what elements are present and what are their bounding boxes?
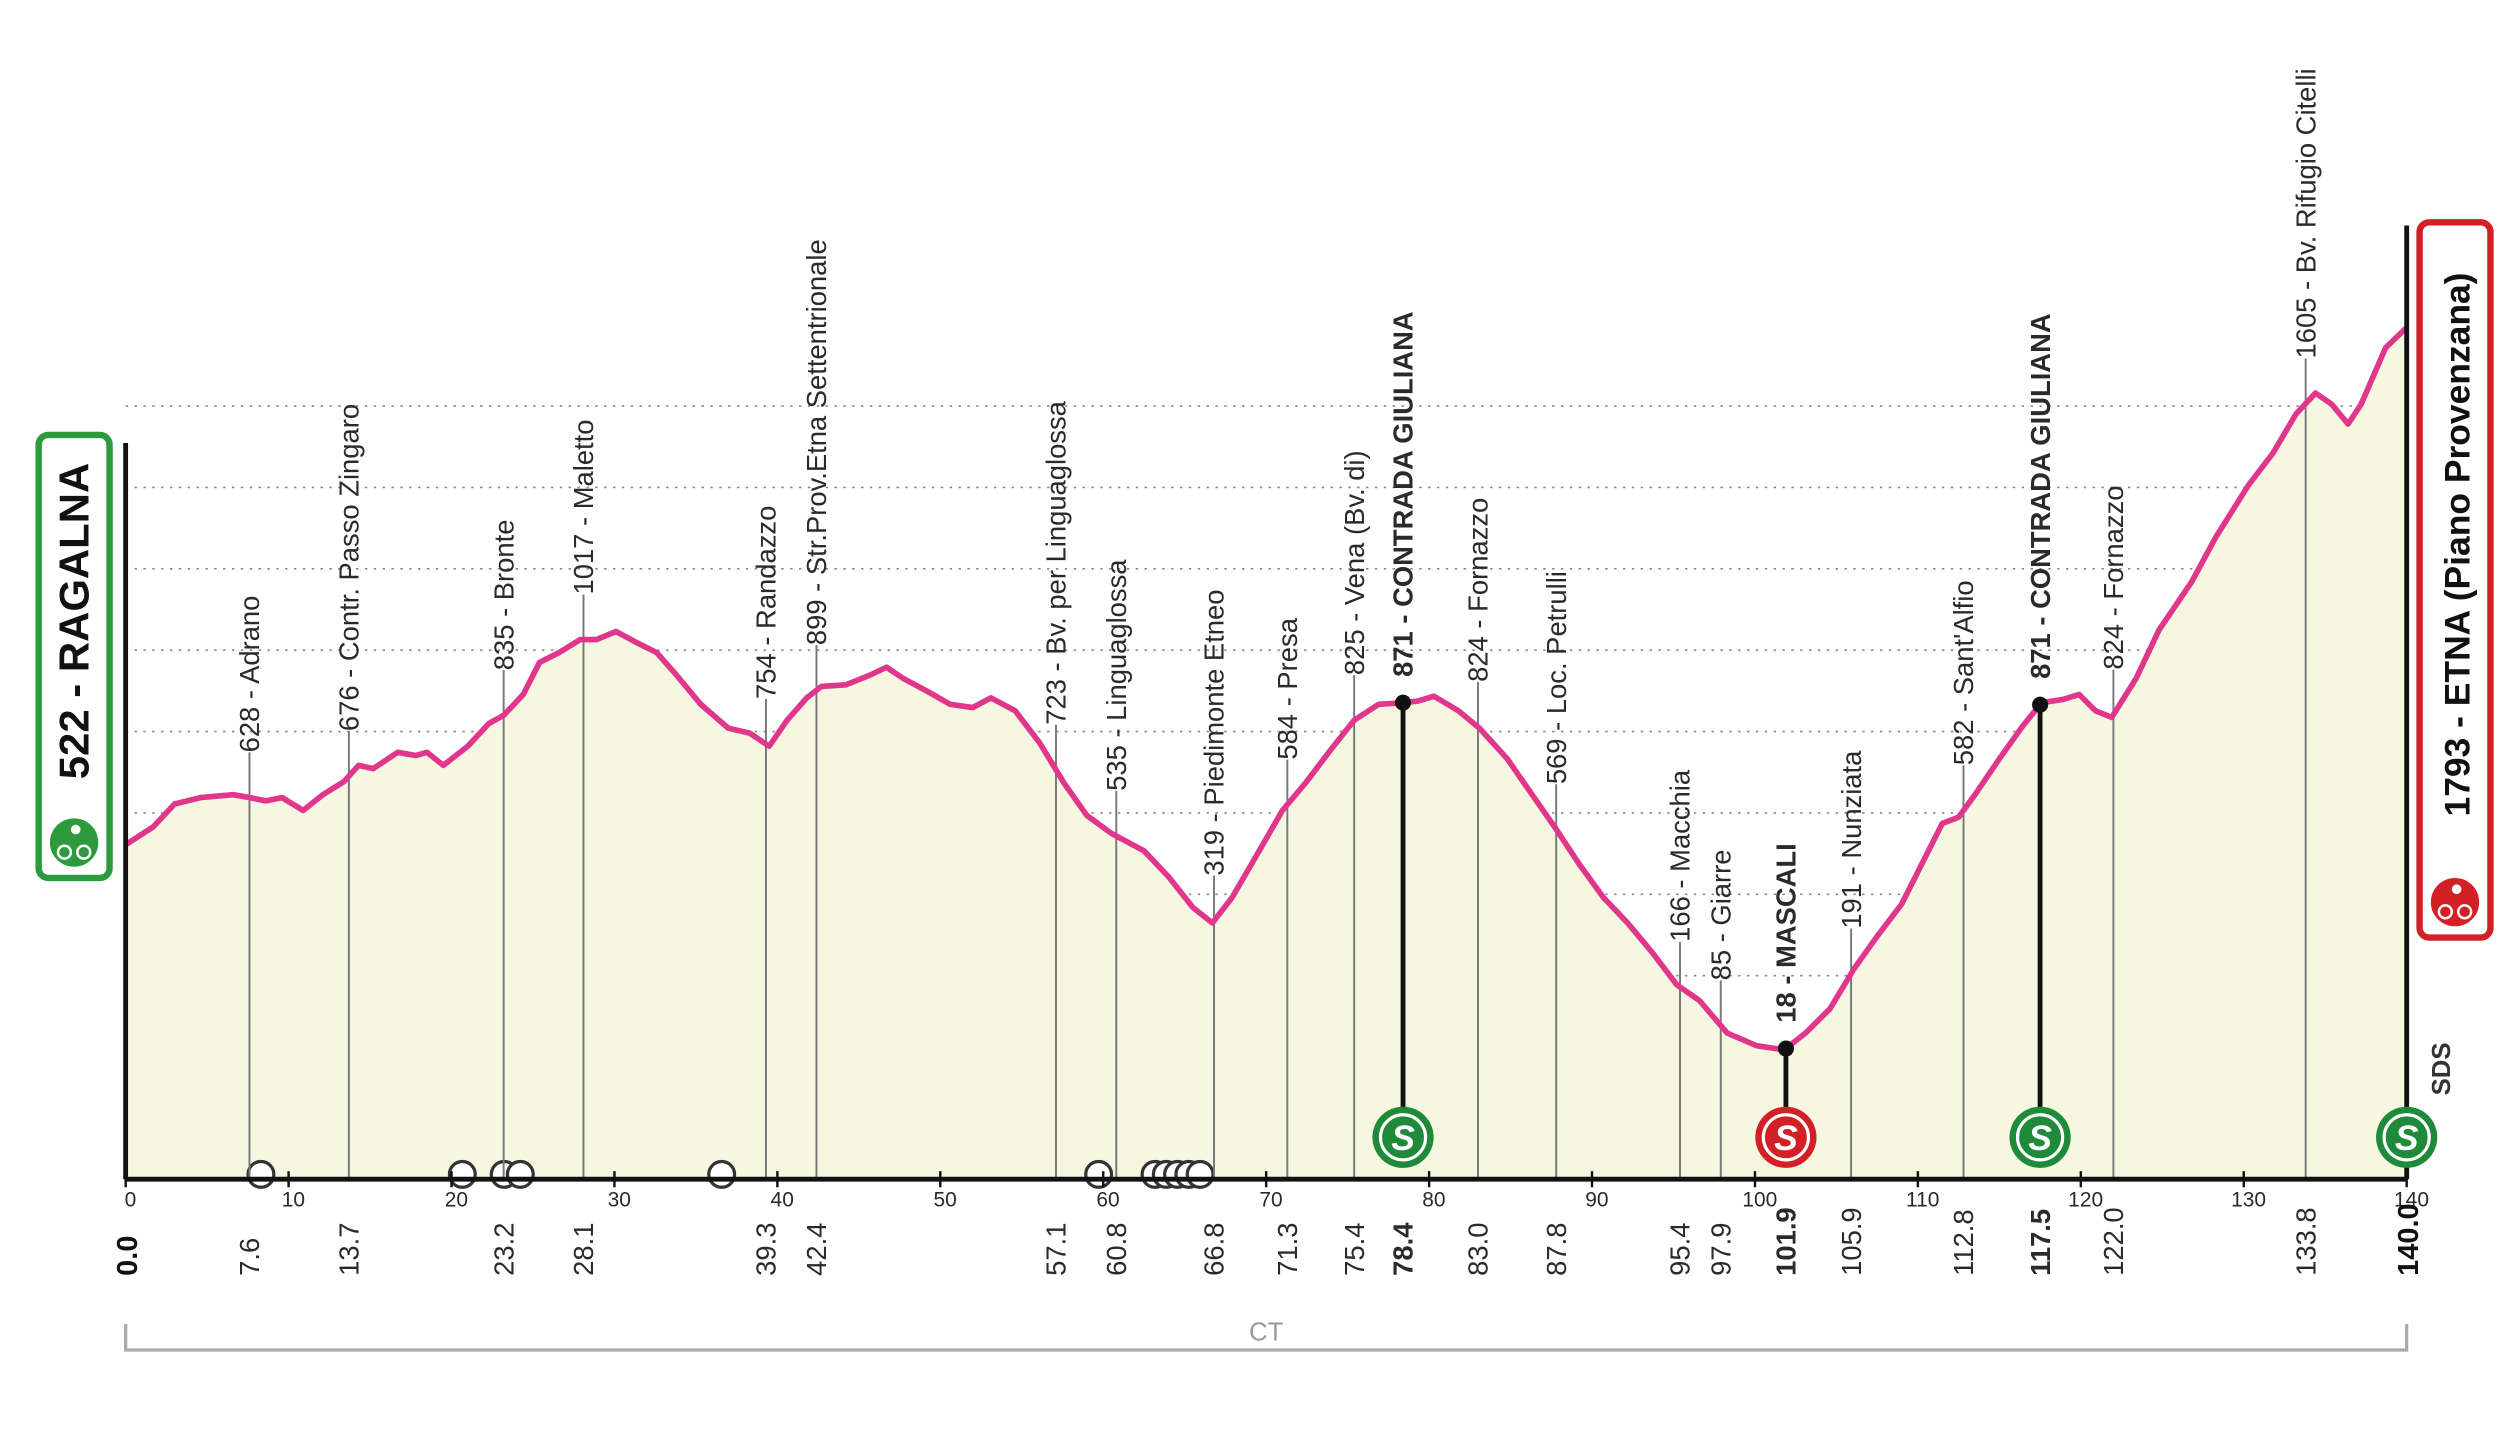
waypoint-km: 95.4	[1665, 1223, 1696, 1276]
waypoint-label: 899 - Str.Prov.Etna Settentrionale	[801, 239, 832, 645]
waypoint-label: 1017 - Maletto	[568, 420, 599, 595]
profile-area	[125, 327, 2407, 1180]
waypoint-km: 39.3	[751, 1223, 782, 1276]
waypoint-dot	[1777, 1040, 1794, 1057]
waypoint-label: 319 - Piedimonte Etneo	[1199, 590, 1230, 876]
waypoint-km: 133.8	[2290, 1207, 2321, 1276]
start-box	[35, 431, 113, 882]
sprint-ring	[2382, 1113, 2431, 1162]
waypoint-km: 87.8	[1541, 1223, 1572, 1276]
waypoint-dot	[2032, 696, 2049, 713]
x-tick-label: 140	[2394, 1189, 2429, 1212]
waypoint-km: 28.1	[568, 1223, 599, 1276]
waypoint-label: 824 - Fornazzo	[2098, 486, 2129, 670]
finish-km: 140.0	[2393, 1203, 2425, 1276]
waypoint-km: 66.8	[1199, 1223, 1230, 1276]
waypoint-km: 97.9	[1705, 1223, 1736, 1276]
tunnel-icon	[1084, 1159, 1114, 1189]
sprint-symbol: S	[1391, 1118, 1415, 1158]
waypoint-km: 23.2	[488, 1223, 519, 1276]
x-tick-label: 70	[1259, 1189, 1282, 1212]
waypoint-label: 1605 - Bv. Rifugio Citelli	[2290, 68, 2321, 358]
x-tick-label: 20	[445, 1189, 468, 1212]
waypoint-label: 754 - Randazzo	[751, 506, 782, 699]
x-tick-label: 90	[1585, 1189, 1608, 1212]
x-tick-label: 100	[1742, 1189, 1777, 1212]
tunnel-icon	[246, 1159, 276, 1189]
x-tick-label: 10	[282, 1189, 305, 1212]
waypoint-km: 57.1	[1041, 1223, 1072, 1276]
x-tick-label: 0	[125, 1189, 137, 1212]
waypoint-km: 71.3	[1272, 1223, 1303, 1276]
waypoint-km: 78.4	[1388, 1222, 1419, 1276]
waypoint-label: 871 - CONTRADA GIULIANA	[1388, 311, 1419, 677]
start-label: 522 - RAGALNA	[51, 463, 98, 779]
sprint-symbol: S	[2395, 1118, 2419, 1158]
waypoint-label: 582 - Sant'Alfio	[1948, 580, 1979, 765]
waypoint-label: 535 - Linguaglossa	[1101, 559, 1132, 791]
sprint-ring	[1761, 1113, 1811, 1162]
waypoint-label: 18 - MASCALI	[1771, 843, 1802, 1022]
waypoint-km: 122.0	[2098, 1207, 2129, 1276]
finish-icon	[2427, 874, 2483, 930]
finish-wheel	[2457, 904, 2473, 920]
tunnel-icon	[1185, 1159, 1215, 1189]
waypoint-label: 676 - Contr. Passo Zingaro	[334, 404, 365, 731]
tunnel-icon	[505, 1159, 535, 1189]
waypoint-label: 191 - Nunziata	[1836, 750, 1867, 929]
waypoint-km: 75.4	[1339, 1223, 1370, 1276]
tunnel-icon	[447, 1159, 477, 1189]
waypoint-km: 112.8	[1948, 1209, 1979, 1275]
x-tick-label: 50	[933, 1189, 956, 1212]
waypoint-label: 871 - CONTRADA GIULIANA	[2025, 313, 2056, 679]
waypoint-km: 42.4	[801, 1223, 832, 1276]
x-tick-label: 30	[608, 1189, 631, 1212]
waypoint-km: 60.8	[1101, 1223, 1132, 1276]
x-tick-label: 40	[771, 1189, 794, 1212]
start-wheel	[56, 844, 73, 860]
x-tick-label: 80	[1422, 1189, 1445, 1212]
start-rider	[70, 824, 81, 835]
finish-wheel	[2437, 904, 2453, 920]
waypoint-label: 835 - Bronte	[488, 520, 519, 671]
profile-line	[124, 325, 2409, 1053]
province-bracket	[124, 1324, 2409, 1352]
waypoint-label: 628 - Adrano	[234, 596, 265, 753]
finish-rider	[2451, 884, 2462, 895]
waypoint-label: 166 - Macchia	[1665, 769, 1696, 942]
waypoint-label: 85 - Giarre	[1705, 850, 1736, 981]
finish-label: 1793 - ETNA (Piano Provenzana)	[2438, 273, 2478, 817]
start-icon	[46, 815, 102, 870]
waypoint-label: 569 - Loc. Petrulli	[1541, 571, 1572, 784]
sprint-symbol: S	[2028, 1118, 2052, 1158]
x-tick-label: 120	[2068, 1189, 2103, 1212]
logo: SDS	[2428, 1042, 2456, 1095]
waypoint-km: 7.6	[234, 1238, 265, 1276]
waypoint-label: 825 - Vena (Bv. di)	[1339, 450, 1370, 675]
province-label: CT	[1249, 1318, 1284, 1346]
waypoint-km: 105.9	[1836, 1207, 1867, 1276]
finish-box	[2416, 219, 2494, 941]
waypoint-label: 584 - Presa	[1272, 617, 1303, 759]
x-tick-label: 130	[2231, 1189, 2266, 1212]
waypoint-label: 723 - Bv. per Linguaglossa	[1041, 400, 1072, 724]
waypoint-dot	[1394, 694, 1412, 711]
sprint-symbol: S	[1774, 1118, 1798, 1158]
start-km: 0.0	[112, 1236, 144, 1276]
waypoint-km: 117.5	[2025, 1209, 2056, 1276]
sprint-ring	[1378, 1113, 1428, 1162]
x-tick-label: 110	[1906, 1189, 1939, 1212]
x-tick-label: 60	[1096, 1189, 1119, 1212]
waypoint-km: 13.7	[334, 1223, 365, 1276]
waypoint-km: 83.0	[1463, 1223, 1494, 1276]
waypoint-km: 101.9	[1771, 1207, 1802, 1276]
start-wheel	[76, 844, 92, 860]
sprint-ring	[2015, 1113, 2065, 1162]
tunnel-icon	[707, 1159, 737, 1189]
waypoint-label: 824 - Fornazzo	[1463, 498, 1494, 682]
